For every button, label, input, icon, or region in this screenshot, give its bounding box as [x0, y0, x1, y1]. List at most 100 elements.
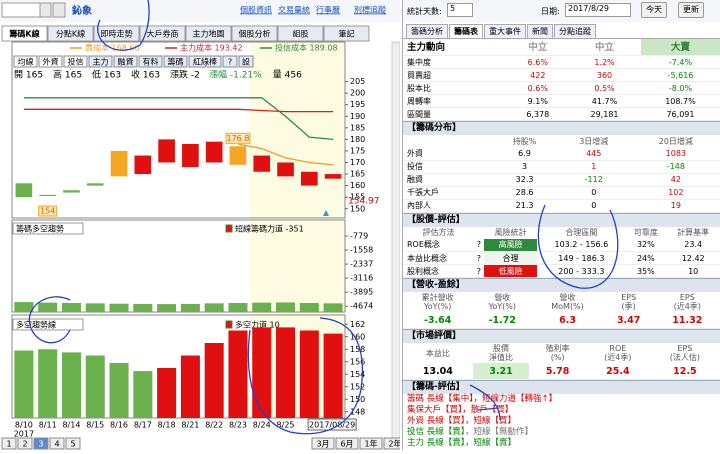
link[interactable]: 個股資訊	[240, 5, 272, 15]
cell: 本益比概念	[407, 253, 447, 263]
y-tick-label: -3116	[350, 274, 373, 283]
evaluation-line: 籌碼 長線【集中】，短線力道【轉強↑】	[403, 394, 720, 405]
bar	[299, 303, 319, 312]
high-label: 176.8	[227, 134, 250, 143]
pager-button[interactable]	[311, 437, 335, 450]
cell: 103.2 - 156.6	[554, 240, 609, 250]
button[interactable]: 更新	[678, 2, 704, 18]
section-table: 累計營收 YoY(%) 營收 YoY(%) 營收 MoM(%) EPS (季) EPS …	[403, 292, 720, 329]
tab-bar: 籌碼分析 籌碼表 重大事件 新聞 分點追蹤	[403, 22, 720, 39]
scrollbar[interactable]	[391, 41, 401, 439]
date-input[interactable]: 2017/8/29	[565, 3, 631, 17]
link[interactable]: 別標追蹤	[354, 5, 386, 15]
link[interactable]: 行事曆	[316, 5, 340, 15]
pager-button[interactable]	[335, 437, 359, 450]
tab[interactable]	[231, 25, 278, 42]
pager-button[interactable]	[65, 437, 81, 450]
row: 外資 6.9 445 1083	[403, 147, 720, 160]
tab[interactable]	[323, 25, 370, 42]
tab[interactable]: 重大事件	[484, 24, 526, 38]
section-table: 評估方法 風險統計 合理區間 可靠度 計算基準 ROE概念? 高風險 103.2 - 156.…	[403, 227, 720, 279]
label: 統計天數:	[407, 7, 442, 16]
chart-button[interactable]	[38, 55, 63, 68]
panel-title-box[interactable]	[12, 222, 84, 235]
cell: 422	[530, 70, 546, 80]
stock-input[interactable]	[1, 2, 41, 18]
pager-label: 3月	[316, 440, 329, 449]
bar	[61, 352, 81, 418]
cell: ?	[476, 240, 481, 250]
x-tick-label: 8/15	[86, 421, 104, 430]
cell: 營收 MoM(%)	[551, 293, 584, 311]
y-tick-label: 185	[350, 123, 365, 132]
y-tick-label: 160	[350, 181, 365, 190]
y-tick-label: 156	[350, 357, 365, 366]
cell: 內部人	[407, 201, 431, 210]
candle	[134, 155, 152, 175]
chart-button[interactable]	[113, 55, 138, 68]
chart-button[interactable]	[222, 55, 238, 68]
tab[interactable]: 籌碼分析	[406, 24, 448, 38]
cell: 低風險	[483, 264, 538, 278]
pager-button[interactable]	[1, 437, 17, 450]
chart-button[interactable]	[13, 55, 38, 68]
cell: ?	[476, 253, 481, 263]
cell: 股價 淨值比	[489, 344, 514, 362]
bar	[14, 302, 34, 312]
cell: 200 - 333.3	[558, 266, 605, 276]
select[interactable]: 5	[447, 3, 473, 17]
tab-label: 分點K線	[56, 29, 85, 39]
evaluation-line: 外資 長線【買】，短線【買】	[403, 416, 720, 427]
cell: 合理區間	[565, 228, 598, 237]
bar	[109, 303, 129, 312]
chart-button[interactable]	[163, 55, 188, 68]
cell: 13.04	[422, 365, 453, 377]
pager-button[interactable]	[49, 437, 65, 450]
cell: 445	[586, 148, 602, 158]
tab[interactable]: 籌碼表	[449, 24, 483, 38]
bar	[323, 303, 343, 312]
pager-button[interactable]	[17, 437, 33, 450]
cell	[474, 227, 484, 239]
search-button[interactable]	[52, 2, 66, 18]
cell: 6.9	[518, 148, 531, 158]
candle	[253, 155, 271, 172]
quote-info: 漲跌 -2	[170, 70, 200, 81]
tab[interactable]	[1, 25, 48, 42]
evaluation-text: 籌碼 長線【集中】	[407, 394, 474, 404]
bar	[85, 303, 105, 312]
cost-line	[23, 97, 334, 141]
chart-button[interactable]	[188, 55, 222, 68]
chart-button[interactable]	[88, 55, 113, 68]
tab[interactable]: 分點追蹤	[554, 24, 596, 38]
evaluation-text: 主力 長線【賣】	[407, 438, 465, 448]
chart-button[interactable]	[63, 55, 88, 68]
tab[interactable]	[277, 25, 324, 42]
cell: 3日增減	[579, 136, 609, 146]
pager-button[interactable]	[359, 437, 383, 450]
chart-button[interactable]	[138, 55, 163, 68]
link[interactable]: 交易量統	[278, 5, 310, 15]
row: 區間量 6,378 29,181 76,091	[403, 108, 720, 121]
cell: 11.32	[672, 314, 703, 326]
y-tick-label: 160	[350, 332, 365, 341]
row: 周轉率 9.1% 41.7% 108.7%	[403, 95, 720, 108]
tab[interactable]	[47, 25, 94, 42]
pager-button[interactable]	[33, 437, 49, 450]
cell: 評估方法	[422, 228, 455, 237]
candle	[205, 141, 223, 163]
button[interactable]: 今天	[641, 2, 667, 18]
cell: 1083	[665, 148, 687, 158]
chart-button[interactable]	[238, 55, 254, 68]
tab[interactable]	[185, 25, 232, 42]
tab[interactable]: 新聞	[527, 24, 553, 38]
cell: 高風險	[483, 238, 538, 252]
dropdown[interactable]	[39, 2, 52, 18]
y-tick-label: 195	[350, 100, 365, 109]
cell: 42	[670, 175, 681, 184]
bar	[157, 304, 177, 312]
x-tick-label: 8/16	[110, 421, 128, 430]
cell: 24%	[636, 253, 655, 263]
cell: 41.7%	[591, 96, 618, 106]
